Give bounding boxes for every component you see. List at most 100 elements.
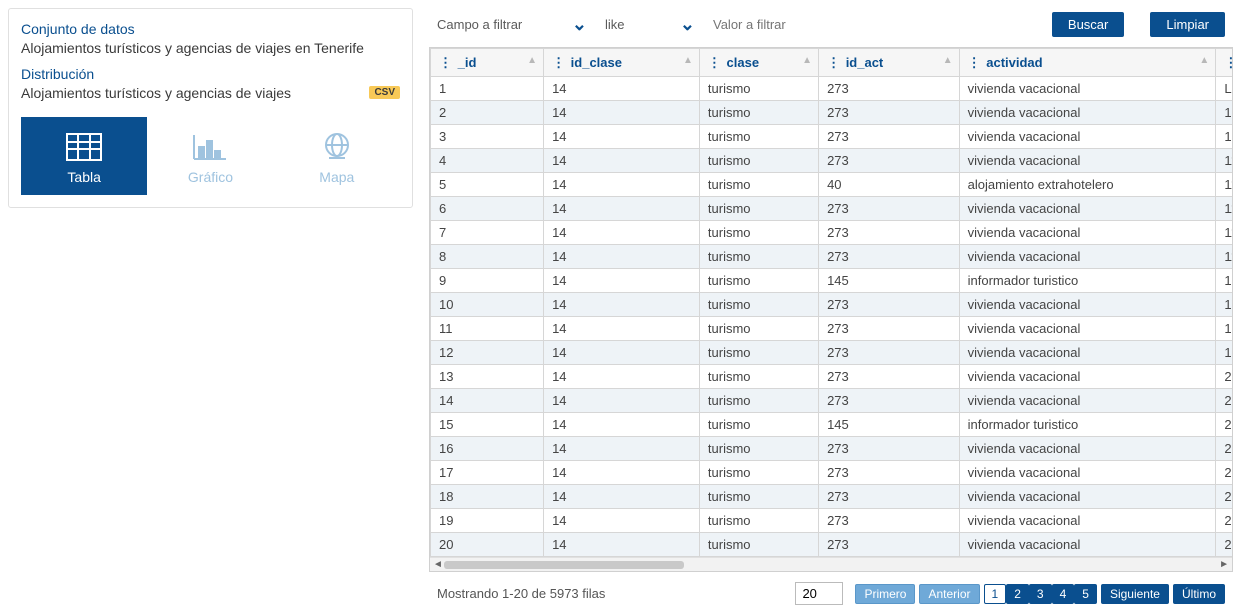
scroll-right-icon[interactable]: ► (1219, 559, 1229, 570)
table-cell: 14 (544, 149, 700, 173)
table-cell: vivienda vacacional (959, 533, 1216, 557)
table-cell: 2101 VV (1216, 437, 1233, 461)
table-row[interactable]: 1514turismo145informador turistico2020 T… (431, 413, 1234, 437)
drag-handle-icon[interactable]: ⋮ (1224, 55, 1233, 70)
table-row[interactable]: 914turismo145informador turistico12 Dive… (431, 269, 1234, 293)
table-row[interactable]: 1014turismo273vivienda vacacional13- 5 V… (431, 293, 1234, 317)
sort-icon[interactable]: ▲ (802, 55, 812, 66)
sidebar: Conjunto de datos Alojamientos turístico… (8, 8, 413, 208)
table-cell: 12 Dive IT (1216, 269, 1233, 293)
table-cell: turismo (699, 173, 818, 197)
scroll-left-icon[interactable]: ◄ (433, 559, 443, 570)
table-cell: 14 (544, 413, 700, 437)
drag-handle-icon[interactable]: ⋮ (827, 55, 839, 70)
table-cell: vivienda vacacional (959, 245, 1216, 269)
sort-icon[interactable]: ▲ (683, 55, 693, 66)
table-cell: 14 (544, 245, 700, 269)
table-cell: vivienda vacacional (959, 365, 1216, 389)
table-cell: informador turistico (959, 269, 1216, 293)
filter-row: Campo a filtrar ⌄ like ⌄ Buscar Limpiar (429, 8, 1233, 47)
table-cell: 14 (544, 437, 700, 461)
table-cell: vivienda vacacional (959, 125, 1216, 149)
filter-op-select[interactable]: like ⌄ (605, 14, 695, 35)
drag-handle-icon[interactable]: ⋮ (552, 55, 564, 70)
table-cell: 273 (819, 509, 960, 533)
drag-handle-icon[interactable]: ⋮ (439, 55, 451, 70)
table-cell: vivienda vacacional (959, 197, 1216, 221)
table-cell: turismo (699, 221, 818, 245)
col-actividad[interactable]: ⋮ actividad▲ (959, 49, 1216, 77)
table-row[interactable]: 214turismo273vivienda vacacional1 Carpin… (431, 101, 1234, 125)
table-cell: 8 (431, 245, 544, 269)
filter-field-select[interactable]: Campo a filtrar ⌄ (437, 14, 587, 35)
table-cell: 4 (431, 149, 544, 173)
table-cell: 1 (431, 77, 544, 101)
table-cell: turismo (699, 461, 818, 485)
chevron-down-icon: ⌄ (680, 14, 695, 35)
table-row[interactable]: 1414turismo273vivienda vacacional2 La Bo… (431, 389, 1234, 413)
col-id_act[interactable]: ⋮ id_act▲ (819, 49, 960, 77)
table-row[interactable]: 514turismo40alojamiento extrahotelero11 … (431, 173, 1234, 197)
col-_id[interactable]: ⋮ _id▲ (431, 49, 544, 77)
table-cell: 13- 5 VV (1216, 293, 1233, 317)
table-cell: 273 (819, 365, 960, 389)
sort-icon[interactable]: ▲ (1199, 55, 1209, 66)
dataset-label: Conjunto de datos (21, 21, 400, 37)
table-row[interactable]: 814turismo273vivienda vacacional117 VVCl… (431, 245, 1234, 269)
table-cell: vivienda vacacional (959, 221, 1216, 245)
tab-tabla-label: Tabla (67, 169, 100, 185)
table-cell: vivienda vacacional (959, 485, 1216, 509)
tab-tabla[interactable]: Tabla (21, 117, 147, 195)
col-nombre[interactable]: ⋮ nombre▲ (1216, 49, 1233, 77)
tab-mapa[interactable]: Mapa (274, 117, 400, 195)
table-cell: vivienda vacacional (959, 437, 1216, 461)
horizontal-scrollbar[interactable]: ◄ ► (430, 557, 1232, 571)
table-cell: 14 (544, 485, 700, 509)
table-row[interactable]: 1114turismo273vivienda vacacional13- 6 V… (431, 317, 1234, 341)
table-cell: 2107 VV (1216, 485, 1233, 509)
table-cell: 14 (544, 341, 700, 365)
sort-icon[interactable]: ▲ (943, 55, 953, 66)
table-row[interactable]: 1814turismo273vivienda vacacional2107 VV… (431, 485, 1234, 509)
table-cell: 273 (819, 317, 960, 341)
filter-field-label: Campo a filtrar (437, 17, 522, 32)
table-cell: 2 Dcha VV (1216, 365, 1233, 389)
table-cell: 273 (819, 197, 960, 221)
tab-grafico[interactable]: Gráfico (147, 117, 273, 195)
table-row[interactable]: 714turismo273vivienda vacacional116 VVCl… (431, 221, 1234, 245)
col-clase[interactable]: ⋮ clase▲ (699, 49, 818, 77)
table-cell: 2020 Travel Consultants IT (1216, 413, 1233, 437)
table-cell: 2106 VV (1216, 461, 1233, 485)
table-cell: 1902 VV (1216, 341, 1233, 365)
table-cell: 14 (544, 389, 700, 413)
distribution-text: Alojamientos turísticos y agencias de vi… (21, 84, 363, 103)
table-cell: 273 (819, 293, 960, 317)
table-cell: 10 (431, 293, 544, 317)
table-row[interactable]: 314turismo273vivienda vacacional108 VVCl… (431, 125, 1234, 149)
table-cell: 273 (819, 533, 960, 557)
table-row[interactable]: 1614turismo273vivienda vacacional2101 VV… (431, 437, 1234, 461)
table-cell: 11- 2B VV (1216, 149, 1233, 173)
filter-value-input[interactable] (713, 15, 1034, 35)
table-cell: 273 (819, 221, 960, 245)
table-cell: 14 (544, 293, 700, 317)
col-id_clase[interactable]: ⋮ id_clase▲ (544, 49, 700, 77)
sort-icon[interactable]: ▲ (527, 55, 537, 66)
table-row[interactable]: 2014turismo273vivienda vacacional2109 VV… (431, 533, 1234, 557)
table-cell: 14 (544, 197, 700, 221)
clear-button[interactable]: Limpiar (1150, 12, 1225, 37)
drag-handle-icon[interactable]: ⋮ (708, 55, 720, 70)
table-row[interactable]: 414turismo273vivienda vacacional11- 2B V… (431, 149, 1234, 173)
table-row[interactable]: 614turismo273vivienda vacacional1101 pla… (431, 197, 1234, 221)
table-row[interactable]: 1714turismo273vivienda vacacional2106 VV… (431, 461, 1234, 485)
table-cell: turismo (699, 101, 818, 125)
table-row[interactable]: 1214turismo273vivienda vacacional1902 VV… (431, 341, 1234, 365)
table-row[interactable]: 114turismo273vivienda vacacionalLady P V… (431, 77, 1234, 101)
table-cell: 17 (431, 461, 544, 485)
table-row[interactable]: 1314turismo273vivienda vacacional2 Dcha … (431, 365, 1234, 389)
scroll-thumb[interactable] (444, 561, 684, 569)
search-button[interactable]: Buscar (1052, 12, 1124, 37)
table-row[interactable]: 1914turismo273vivienda vacacional2108 VV… (431, 509, 1234, 533)
table-cell: 2108 VV (1216, 509, 1233, 533)
drag-handle-icon[interactable]: ⋮ (968, 55, 980, 70)
